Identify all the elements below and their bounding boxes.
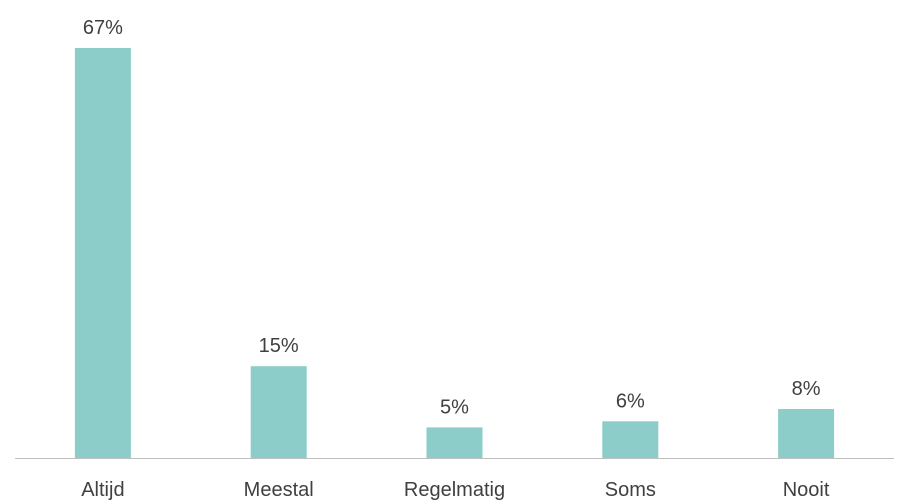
x-tick-label-nooit: Nooit	[783, 479, 830, 501]
x-tick-label-meestal: Meestal	[244, 479, 314, 501]
data-labels: 67% 15% 5% 6% 8%	[83, 17, 821, 418]
bars	[74, 48, 835, 458]
data-label-meestal: 15%	[259, 335, 299, 357]
data-label-soms: 6%	[616, 390, 645, 412]
bar-altijd	[74, 48, 131, 458]
x-tick-label-regelmatig: Regelmatig	[404, 479, 505, 501]
x-tick-labels: Altijd Meestal Regelmatig Soms Nooit	[81, 479, 830, 501]
x-tick-label-soms: Soms	[605, 479, 656, 501]
bar-regelmatig	[426, 427, 483, 458]
bar-nooit	[778, 409, 835, 458]
bar-meestal	[250, 366, 307, 458]
x-tick-label-altijd: Altijd	[81, 479, 124, 501]
data-label-altijd: 67%	[83, 17, 123, 39]
bar-soms	[602, 421, 659, 458]
data-label-regelmatig: 5%	[440, 396, 469, 418]
data-label-nooit: 8%	[792, 378, 821, 400]
